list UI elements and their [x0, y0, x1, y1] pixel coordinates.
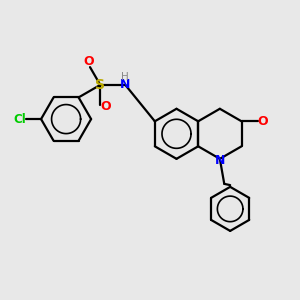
Text: H: H: [122, 72, 129, 82]
Text: N: N: [215, 154, 225, 166]
Text: O: O: [100, 100, 111, 113]
Text: O: O: [258, 115, 268, 128]
Text: Cl: Cl: [13, 112, 26, 126]
Text: O: O: [83, 55, 94, 68]
Text: S: S: [95, 78, 105, 92]
Text: N: N: [120, 78, 130, 92]
